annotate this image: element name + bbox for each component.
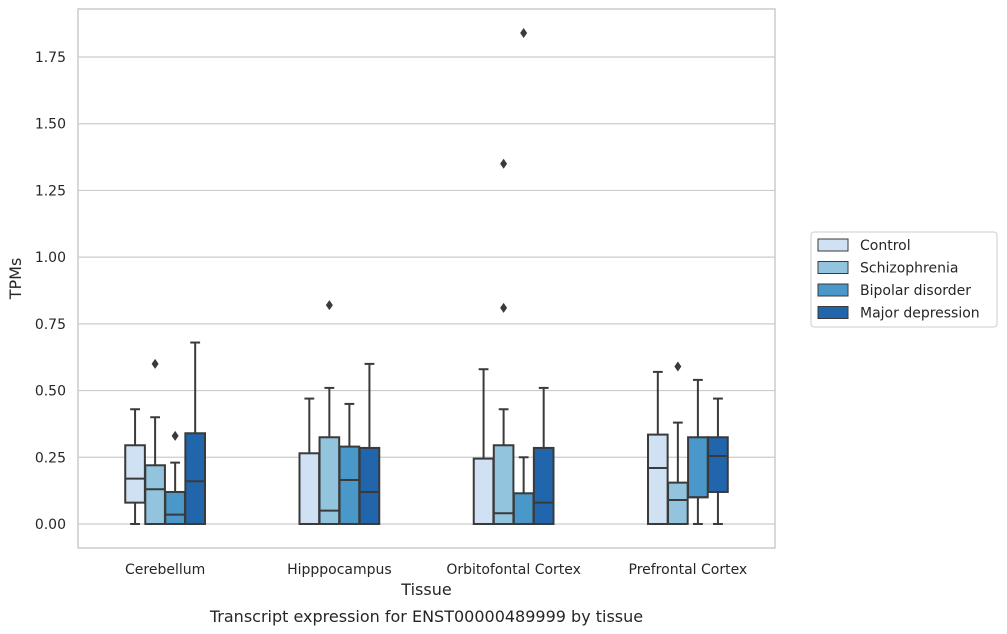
legend-swatch <box>817 306 849 319</box>
outlier-point <box>674 361 682 372</box>
y-tick-label: 1.00 <box>35 250 66 266</box>
box-control <box>646 370 669 525</box>
y-tick-label: 1.25 <box>35 183 66 199</box>
outlier-point <box>171 430 179 441</box>
legend: Control Schizophrenia Bipolar disorder Majo… <box>810 231 998 328</box>
y-tick-label: 1.75 <box>35 50 66 66</box>
chart-title: Transcript expression for ENST0000048999… <box>209 607 643 626</box>
plot-frame <box>77 8 776 549</box>
box-body <box>492 444 515 525</box>
legend-label: Bipolar disorder <box>860 283 971 299</box>
box-body <box>472 457 495 525</box>
x-tick-labels: Cerebellum Hipppocampus Orbitofontal Corte… <box>125 562 747 578</box>
x-tick-label: Orbitofontal Cortex <box>446 562 581 578</box>
box-major-depression <box>707 397 729 525</box>
box-body <box>298 452 321 525</box>
legend-label: Major depression <box>860 306 980 322</box>
y-tick-label: 0.50 <box>35 384 66 400</box>
outlier-point <box>151 358 159 369</box>
box-body <box>144 464 166 525</box>
box-major-depression <box>532 386 555 525</box>
legend-swatch <box>817 238 849 252</box>
x-tick-label: Cerebellum <box>125 562 205 578</box>
box-body <box>184 432 207 525</box>
box-body <box>358 446 381 525</box>
legend-label: Control <box>860 238 911 254</box>
box-body <box>164 490 186 525</box>
box-body <box>687 436 709 499</box>
box-body <box>124 444 146 504</box>
legend-label: Schizophrenia <box>860 261 958 277</box>
legend-swatch <box>817 261 849 274</box>
y-tick-labels: 0.00 0.25 0.50 0.75 1.00 1.25 1.50 1.75 <box>35 50 66 533</box>
box-body <box>338 445 361 525</box>
box-body <box>707 436 729 493</box>
box-groups <box>124 28 729 525</box>
box-body <box>512 492 535 525</box>
x-tick-label: Hipppocampus <box>287 562 392 578</box>
box-body <box>646 433 669 525</box>
box-body <box>532 446 555 525</box>
legend-frame <box>810 231 998 328</box>
box-schizophrenia <box>667 361 689 525</box>
box-bipolar-disorder <box>512 28 535 525</box>
x-axis-title: Tissue <box>400 580 451 599</box>
box-major-depression <box>184 341 207 525</box>
y-tick-label: 0.00 <box>35 517 66 533</box>
box-bipolar-disorder <box>338 402 361 525</box>
y-axis-title: TPMs <box>6 258 25 301</box>
box-schizophrenia <box>492 158 515 525</box>
y-tick-label: 1.50 <box>35 117 66 133</box>
outlier-point <box>500 158 508 169</box>
y-tick-label: 0.25 <box>35 450 66 466</box>
outlier-point <box>325 300 333 311</box>
x-tick-label: Prefrontal Cortex <box>629 562 748 578</box>
outlier-point <box>520 28 528 39</box>
box-control <box>124 408 146 525</box>
box-major-depression <box>358 362 381 525</box>
y-tick-label: 0.75 <box>35 317 66 333</box>
box-body <box>667 481 689 525</box>
legend-swatch <box>817 283 849 297</box>
outlier-point <box>500 302 508 313</box>
